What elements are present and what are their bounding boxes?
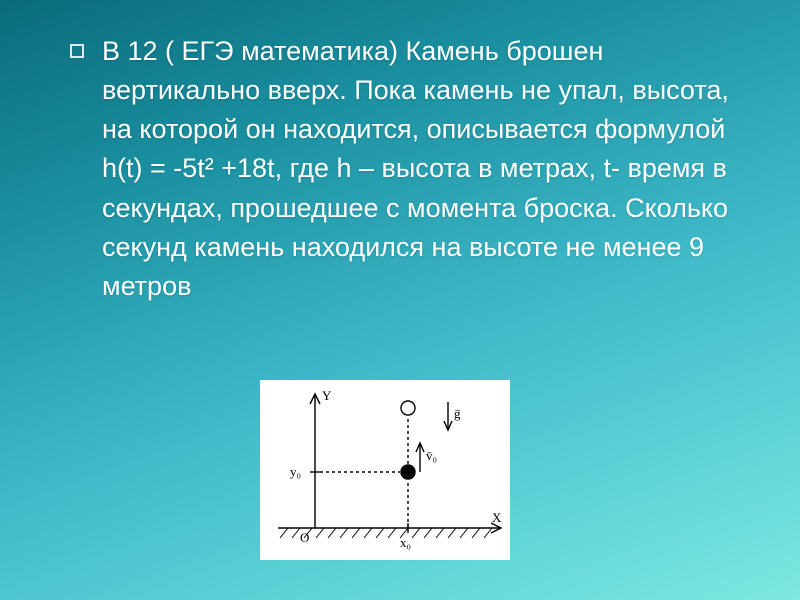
- y-axis-label: Y: [322, 388, 332, 403]
- origin-label: O: [300, 530, 309, 545]
- y0-label: y₀: [290, 464, 301, 479]
- g-label: ḡ: [454, 406, 461, 421]
- x0-label: x₀: [400, 535, 411, 550]
- physics-diagram: Y X O y₀ x₀ v̄₀: [260, 380, 510, 560]
- problem-text: В 12 ( ЕГЭ математика) Камень брошен вер…: [102, 32, 730, 306]
- x-axis-label: X: [492, 510, 502, 525]
- bullet-square-icon: [70, 44, 84, 58]
- v0-label: v̄₀: [426, 448, 437, 463]
- bullet-row: В 12 ( ЕГЭ математика) Камень брошен вер…: [70, 32, 730, 306]
- slide: В 12 ( ЕГЭ математика) Камень брошен вер…: [0, 0, 800, 600]
